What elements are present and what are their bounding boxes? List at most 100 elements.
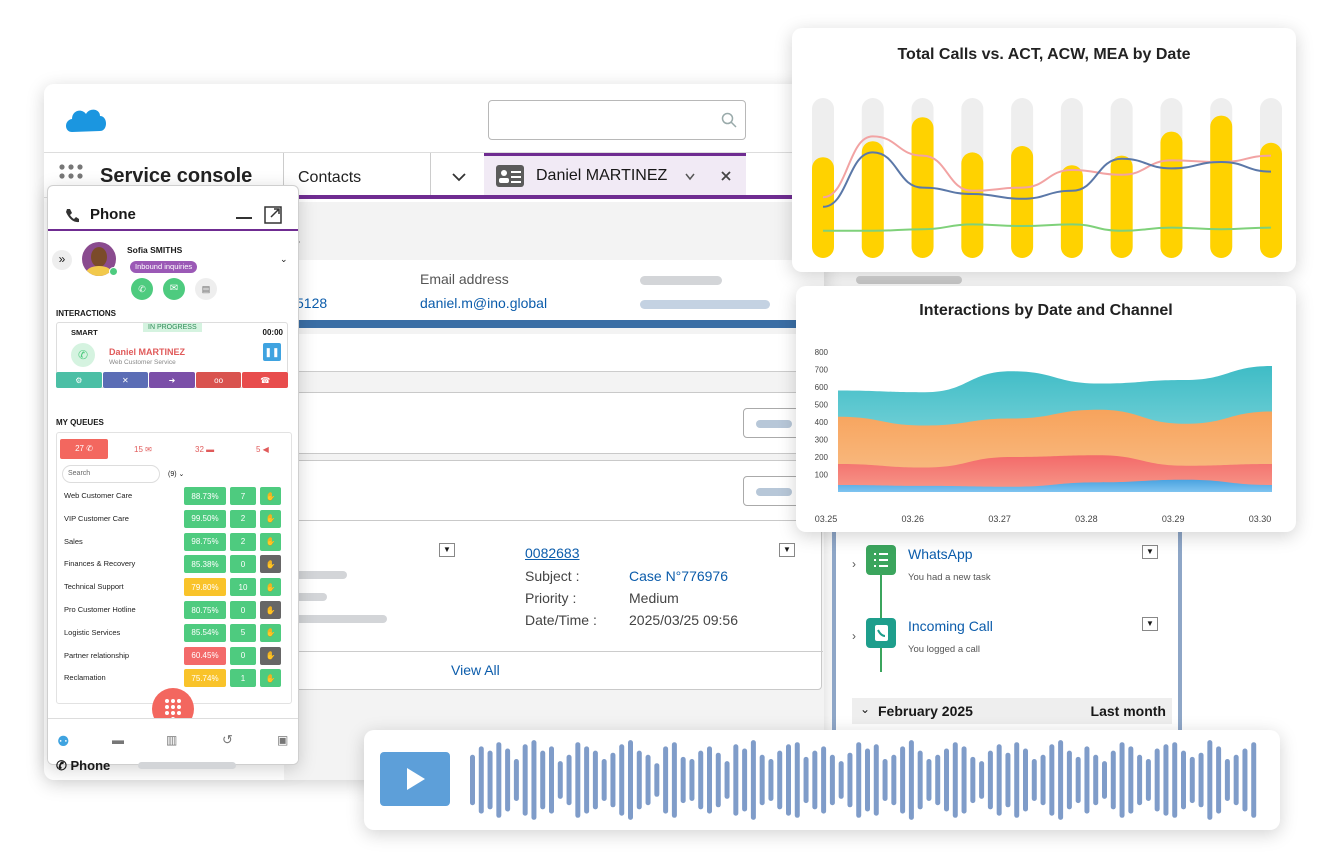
x-tick-label: 03.27 <box>988 514 1011 524</box>
hand-icon[interactable]: ✋ <box>260 509 281 528</box>
stats-icon[interactable]: ▥ <box>166 733 178 747</box>
status-badge[interactable]: Inbound inquiries <box>130 261 198 273</box>
waveform-bar <box>505 748 511 812</box>
bar <box>1060 165 1083 258</box>
waveform-bar <box>715 752 721 808</box>
queue-filter-calls[interactable]: 27 ✆ <box>60 439 108 459</box>
queue-row[interactable]: Reclamation 75.74% 1 ✋ <box>56 669 286 688</box>
play-button[interactable] <box>380 752 450 806</box>
hand-icon[interactable]: ✋ <box>260 578 281 597</box>
record-phone[interactable]: 5128 <box>296 295 328 311</box>
waveform-bar <box>689 759 695 801</box>
queue-sla: 88.73% <box>184 487 226 505</box>
expand-chevron-icon[interactable]: › <box>852 557 856 571</box>
queue-filter-email[interactable]: 15 ✉ <box>134 445 152 454</box>
tab-contacts[interactable]: Contacts <box>298 169 362 186</box>
utility-bar-phone[interactable]: ✆ Phone <box>56 758 111 773</box>
queue-name: Web Customer Care <box>64 491 133 500</box>
chevron-down-icon[interactable] <box>451 171 467 183</box>
queue-filter-chat[interactable]: 32 ▬ <box>195 445 215 454</box>
record-header: z 5128 Email address daniel.m@ino.global <box>284 202 824 322</box>
email-link[interactable]: daniel.m@ino.global <box>420 295 548 311</box>
mute-icon[interactable]: ✕ <box>102 372 149 388</box>
waveform-bar <box>1066 750 1072 810</box>
hand-icon[interactable]: ✋ <box>260 532 281 551</box>
queues-icon[interactable]: ⚉ <box>57 733 70 749</box>
queue-sla: 75.74% <box>184 669 226 688</box>
area-series <box>838 479 1272 492</box>
interactions-chart: 100 200 300 400 500 600 700 800 03.25 03.26 03.27 0… <box>815 348 1272 524</box>
chat-channel-icon[interactable]: ▤ <box>195 278 217 300</box>
phone-channel-icon[interactable]: ✆ <box>131 278 153 300</box>
waveform-bar <box>1145 759 1151 801</box>
waveform-bar <box>900 746 906 814</box>
waveform-bar <box>1172 742 1178 818</box>
dropdown-icon[interactable]: ▼ <box>439 543 455 557</box>
hand-icon[interactable]: ✋ <box>260 555 281 574</box>
queue-row[interactable]: Partner relationship 60.45% 0 ✋ <box>56 646 286 665</box>
minimize-icon[interactable] <box>236 217 252 219</box>
waveform-bar <box>1093 754 1099 806</box>
waveform-bar <box>786 744 791 816</box>
hand-icon[interactable]: ✋ <box>260 646 281 665</box>
chevron-down-icon[interactable]: ⌄ <box>280 254 288 264</box>
case-number-link[interactable]: 0082683 <box>525 545 580 561</box>
hand-icon[interactable]: ✋ <box>260 601 281 619</box>
y-tick-label: 600 <box>815 383 829 392</box>
close-icon[interactable] <box>720 170 732 182</box>
history-icon[interactable]: ↺ <box>222 732 233 747</box>
queue-row[interactable]: VIP Customer Care 99.50% 2 ✋ <box>56 509 286 528</box>
pause-icon[interactable]: ❚❚ <box>263 343 281 361</box>
email-channel-icon[interactable]: ✉ <box>163 278 185 300</box>
caller-name[interactable]: Daniel MARTINEZ <box>109 347 186 357</box>
queue-row[interactable]: Logistic Services 85.54% 5 ✋ <box>56 623 286 642</box>
queue-row[interactable]: Technical Support 79.80% 10 ✋ <box>56 578 286 597</box>
hand-icon[interactable]: ✋ <box>260 487 281 505</box>
waveform-bar <box>654 763 660 797</box>
queue-row[interactable]: Sales 98.75% 2 ✋ <box>56 532 286 551</box>
case-subject[interactable]: Case N°776976 <box>629 568 728 584</box>
dropdown-icon[interactable]: ▼ <box>1142 617 1158 631</box>
scrollbar[interactable] <box>856 276 962 284</box>
bar <box>861 141 884 258</box>
popout-icon[interactable] <box>264 206 282 224</box>
hand-icon[interactable]: ✋ <box>260 669 281 688</box>
settings-icon[interactable]: ⚙ <box>56 372 102 388</box>
waveform-bar <box>908 740 914 820</box>
queue-row[interactable]: Pro Customer Hotline 80.75% 0 ✋ <box>56 601 286 619</box>
queue-row[interactable]: Web Customer Care 88.73% 7 ✋ <box>56 487 286 505</box>
timeline-item-title[interactable]: WhatsApp <box>908 546 973 562</box>
timeline-item-title[interactable]: Incoming Call <box>908 618 993 634</box>
queue-search-input[interactable]: Search <box>62 465 160 483</box>
queue-filter-social[interactable]: 5 ◀ <box>256 445 269 454</box>
chat-icon[interactable]: ▬ <box>112 733 124 747</box>
waveform-bar <box>733 744 739 816</box>
audio-waveform[interactable] <box>468 738 1268 822</box>
global-search-input[interactable] <box>488 100 746 140</box>
tab-accent-bar <box>284 195 824 199</box>
waveform-bar <box>1102 761 1107 799</box>
filter-count: (9) <box>168 471 177 478</box>
app-launcher-icon[interactable] <box>58 163 88 189</box>
chart-card-interactions: Interactions by Date and Channel 100 200 3… <box>796 286 1296 532</box>
dropdown-icon[interactable]: ▼ <box>779 543 795 557</box>
tab-daniel-martinez[interactable]: Daniel MARTINEZ <box>484 153 746 195</box>
contacts-icon[interactable]: ▣ <box>277 733 289 747</box>
bar <box>1011 146 1034 258</box>
queue-filter-dropdown[interactable]: (9) ⌄ <box>168 471 185 478</box>
voicemail-icon[interactable]: oo <box>195 372 242 388</box>
timeline-group-header[interactable]: ⌄ February 2025 Last month <box>852 698 1172 724</box>
dropdown-icon[interactable]: ▼ <box>1142 545 1158 559</box>
view-all-link[interactable]: View All <box>451 662 500 678</box>
hand-icon[interactable]: ✋ <box>260 623 281 642</box>
queue-waiting: 2 <box>230 532 256 551</box>
transfer-icon[interactable]: ➜ <box>149 372 195 388</box>
waveform-bar <box>750 740 756 820</box>
tab-menu-chevron-icon[interactable] <box>684 172 696 182</box>
expand-chevron-icon[interactable]: › <box>852 629 856 643</box>
waveform-bar <box>1181 750 1186 810</box>
hangup-icon[interactable]: ☎ <box>242 372 288 388</box>
task-icon <box>866 545 896 575</box>
queue-row[interactable]: Finances & Recovery 85.38% 0 ✋ <box>56 555 286 574</box>
expand-icon[interactable]: » <box>52 250 72 270</box>
